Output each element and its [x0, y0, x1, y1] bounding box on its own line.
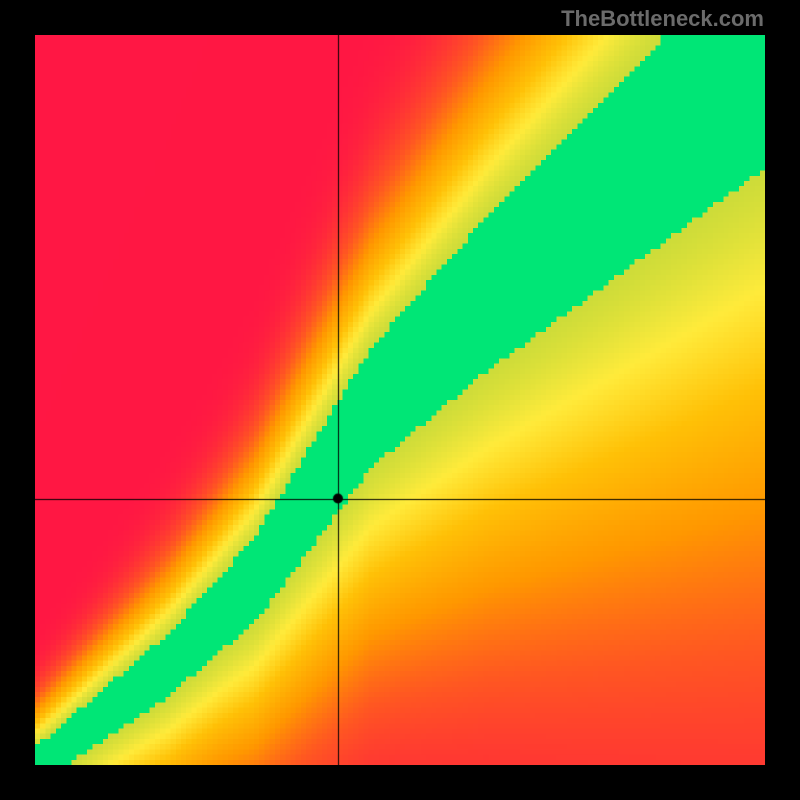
watermark-text: TheBottleneck.com: [561, 6, 764, 32]
chart-container: TheBottleneck.com: [0, 0, 800, 800]
crosshair-overlay: [35, 35, 765, 765]
